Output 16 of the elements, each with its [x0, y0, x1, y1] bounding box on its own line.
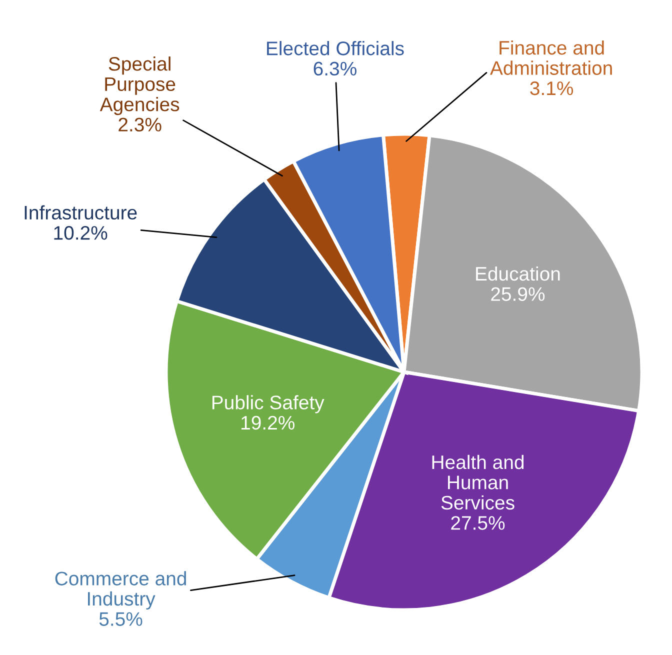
data-label: 19.2% [242, 416, 294, 430]
slice-label: Public Safety [212, 395, 324, 414]
data-label: 3.1% [530, 81, 574, 96]
data-label: 10.2% [54, 226, 108, 240]
data-label: 2.3% [118, 118, 162, 132]
slice-label: Special Purpose Agencies [100, 56, 180, 116]
data-label: 27.5% [451, 516, 505, 530]
slice-label: Infrastructure [24, 205, 137, 220]
slice-label: Education [476, 266, 560, 281]
data-label: 5.5% [99, 612, 142, 626]
data-label: 6.3% [314, 62, 356, 76]
slice-label: Elected Officials [267, 41, 404, 56]
data-label: 25.9% [491, 287, 545, 301]
slice-label: Finance and Administration [490, 40, 612, 75]
slice-label: Commerce and Industry [55, 571, 186, 610]
slice-label: Health and Human Services [432, 454, 524, 510]
